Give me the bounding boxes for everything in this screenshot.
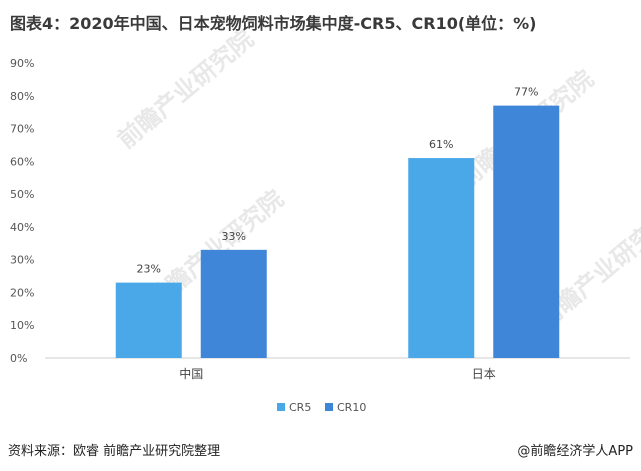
bar-cr5 [115, 282, 182, 358]
bar-cr5 [408, 158, 475, 358]
y-tick-label: 10% [10, 319, 34, 332]
legend-swatch-cr5 [277, 403, 285, 411]
y-tick-label: 80% [10, 90, 34, 103]
y-tick-label: 30% [10, 254, 34, 267]
credit-note: @前瞻经济学人APP [517, 444, 633, 459]
chart-title: 图表4：2020年中国、日本宠物饲料市场集中度-CR5、CR10(单位：%) [10, 14, 537, 33]
x-tick-label: 中国 [179, 366, 203, 381]
bar-cr10 [493, 105, 560, 358]
y-tick-label: 0% [10, 352, 27, 365]
source-note: 资料来源：欧睿 前瞻产业研究院整理 [8, 444, 221, 459]
data-label: 61% [429, 138, 453, 151]
y-tick-label: 50% [10, 188, 34, 201]
y-tick-label: 40% [10, 221, 34, 234]
bar-cr10 [200, 249, 267, 358]
legend-label: CR5 [289, 401, 311, 414]
data-label: 23% [137, 263, 161, 276]
y-tick-label: 20% [10, 286, 34, 299]
data-label: 77% [514, 86, 538, 99]
legend-swatch-cr10 [325, 403, 333, 411]
legend-label: CR10 [337, 401, 366, 414]
y-tick-label: 90% [10, 57, 34, 70]
data-label: 33% [222, 230, 246, 243]
x-tick-label: 日本 [472, 367, 496, 381]
y-tick-label: 60% [10, 155, 34, 168]
y-tick-label: 70% [10, 123, 34, 136]
